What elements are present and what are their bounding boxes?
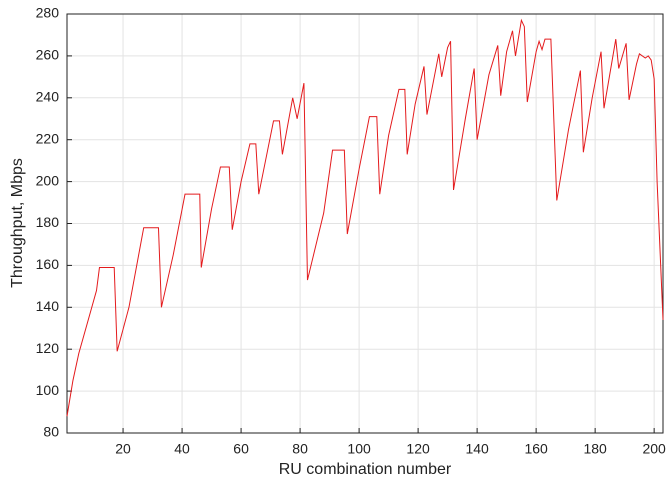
- y-tick-label: 220: [36, 130, 60, 146]
- y-tick-label: 180: [36, 214, 60, 230]
- y-tick-label: 200: [36, 172, 60, 188]
- x-tick-label: 180: [583, 441, 607, 457]
- x-tick-label: 60: [233, 441, 249, 457]
- plot-frame: [66, 13, 664, 434]
- x-tick-label: 40: [174, 441, 190, 457]
- y-tick-label: 280: [36, 5, 60, 21]
- x-tick-label: 200: [642, 441, 666, 457]
- x-tick-label: 80: [292, 441, 308, 457]
- x-tick-label: 100: [347, 441, 371, 457]
- x-tick-label: 20: [115, 441, 131, 457]
- y-tick-label: 240: [36, 89, 60, 105]
- y-tick-label: 160: [36, 256, 60, 272]
- x-tick-label: 160: [524, 441, 548, 457]
- data-line: [66, 18, 664, 417]
- y-tick-label: 140: [36, 298, 60, 314]
- y-tick-label: 100: [36, 382, 60, 398]
- x-axis-label: RU combination number: [279, 461, 452, 478]
- y-tick-label: 260: [36, 47, 60, 63]
- y-tick-label: 120: [36, 340, 60, 356]
- x-tick-label: 120: [406, 441, 430, 457]
- y-tick-label: 80: [43, 424, 59, 440]
- x-tick-label: 140: [465, 441, 489, 457]
- y-axis-label: Throughput, Mbps: [9, 158, 26, 288]
